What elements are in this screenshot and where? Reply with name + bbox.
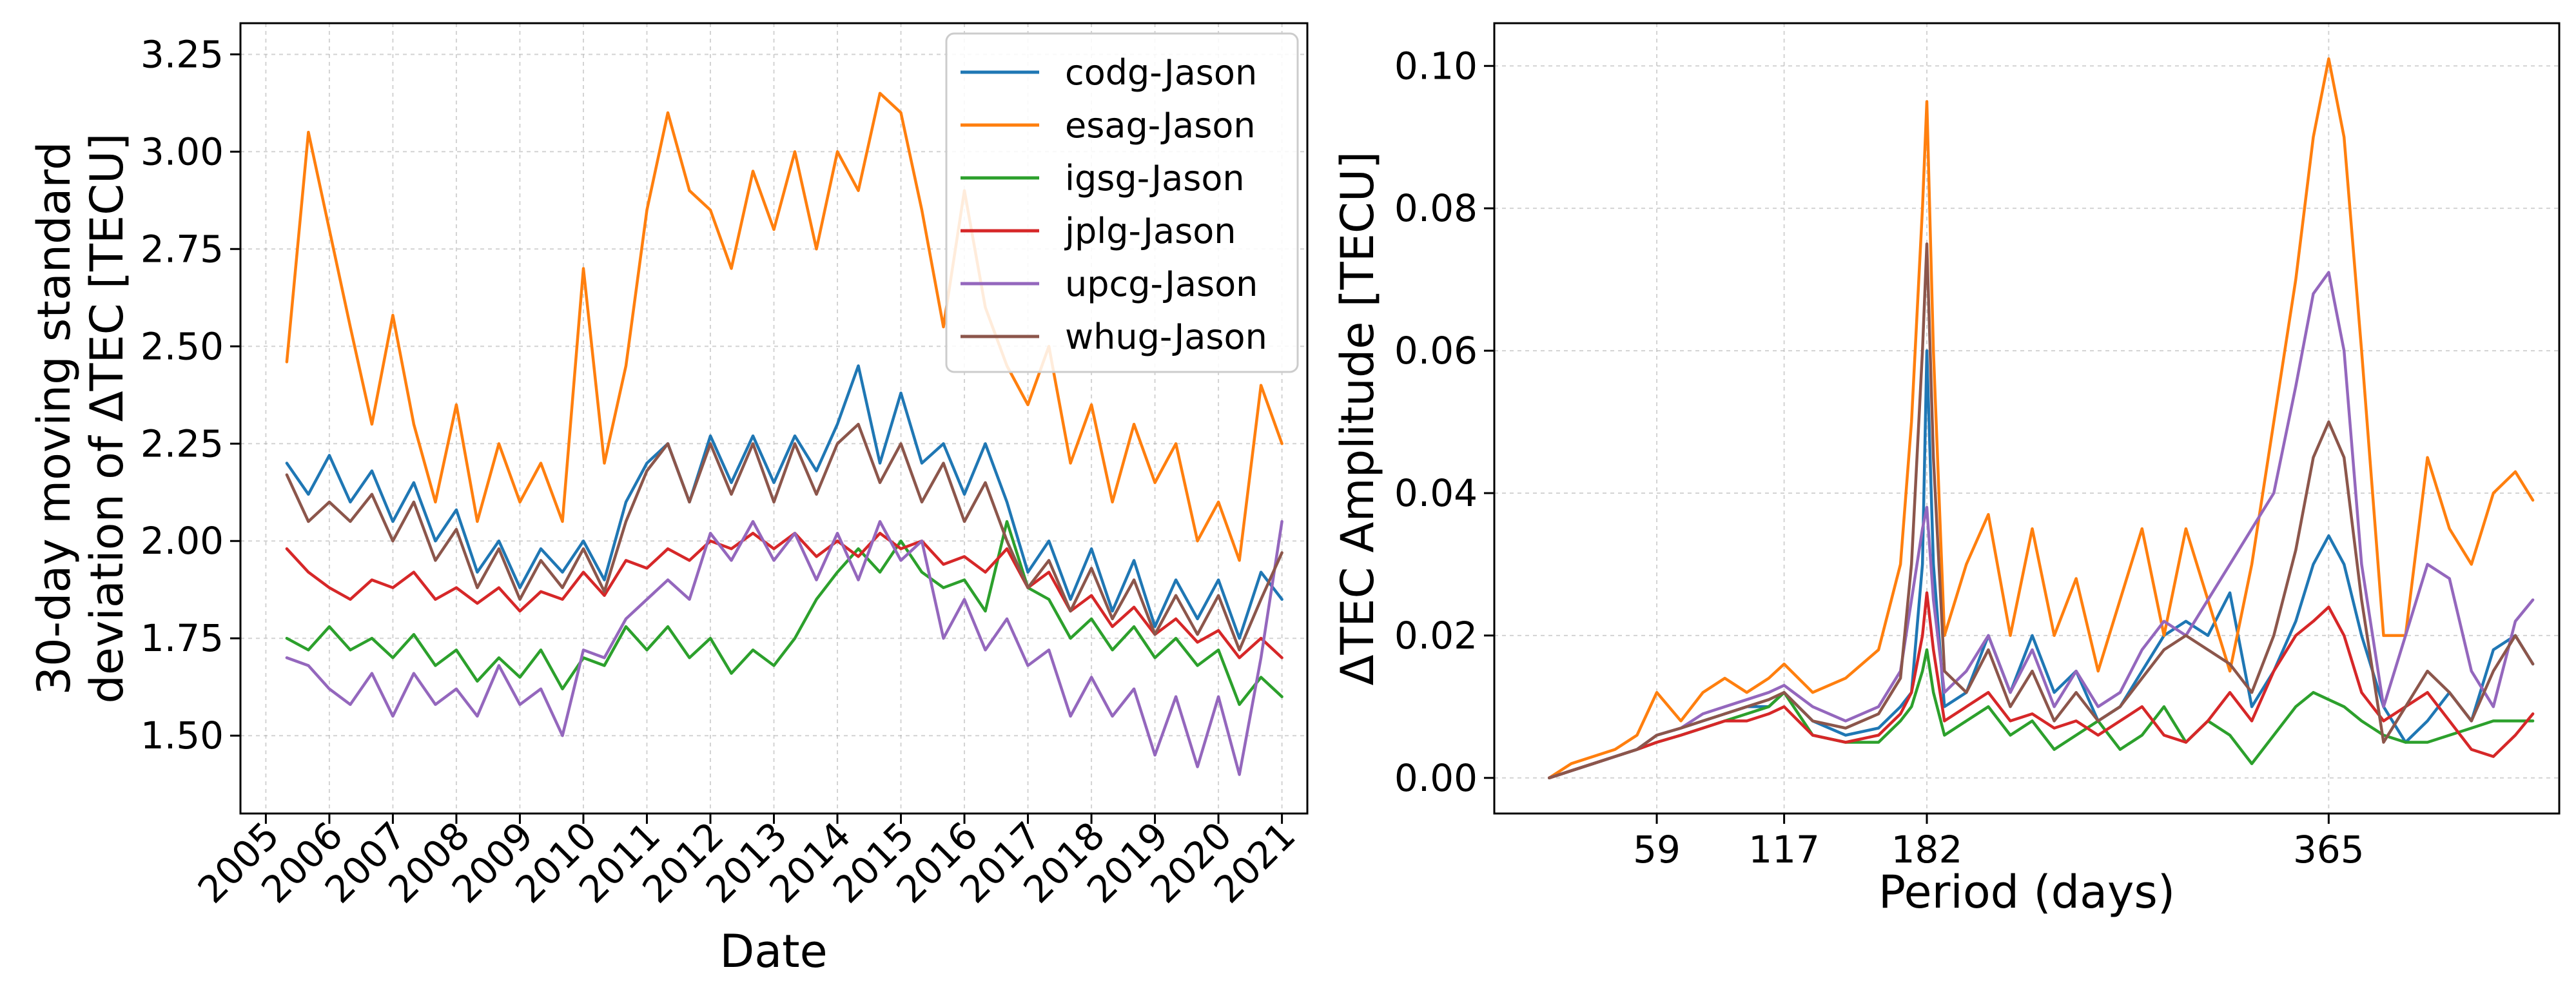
- timeseries-series-jplg: [285, 531, 1283, 659]
- legend-label-igsg: igsg-Jason: [1065, 158, 1245, 199]
- amplitude-panel: 59 117 182 365 0.00 0.02 0.04 0.06 0.08 0.10 Per…: [1331, 22, 2561, 919]
- timeseries-y-tick-label: 2.25: [141, 422, 224, 465]
- amplitude-y-tick-label: 0.08: [1394, 186, 1478, 230]
- timeseries-y-tick-label: 2.50: [141, 324, 224, 368]
- amplitude-x-tick-label: 117: [1748, 828, 1820, 872]
- amplitude-x-tick-label: 182: [1891, 828, 1963, 872]
- amplitude-x-ticks: 59 117 182 365: [1633, 814, 2365, 872]
- timeseries-series-igsg: [285, 520, 1283, 707]
- amplitude-y-tick-label: 0.02: [1394, 614, 1478, 658]
- timeseries-x-axis-label: Date: [719, 925, 827, 978]
- amplitude-x-axis-label: Period (days): [1878, 866, 2175, 919]
- timeseries-y-tick-label: 1.75: [141, 616, 224, 660]
- amplitude-y-tick-label: 0.06: [1394, 329, 1478, 373]
- timeseries-y-tick-label: 3.25: [141, 32, 224, 76]
- legend-label-jplg: jplg-Jason: [1064, 211, 1236, 251]
- timeseries-series-codg: [285, 364, 1283, 640]
- timeseries-y-axis-label-line1: 30-day moving standard: [28, 142, 81, 696]
- legend-box: [945, 32, 1299, 373]
- legend-label-upcg: upcg-Jason: [1065, 264, 1258, 304]
- legend: codg-Jason esag-Jason igsg-Jason jplg-Jason…: [945, 32, 1299, 373]
- legend-label-codg: codg-Jason: [1065, 52, 1257, 93]
- amplitude-y-axis-label: ΔTEC Amplitude [TECU]: [1331, 151, 1384, 686]
- amplitude-series-esag: [1547, 57, 2535, 780]
- timeseries-y-tick-label: 2.00: [141, 519, 224, 563]
- amplitude-series: [1547, 57, 2535, 780]
- amplitude-gridlines: [1494, 23, 2559, 814]
- timeseries-x-ticks: 2005200620072008200920102011201220132014…: [190, 814, 1304, 911]
- timeseries-series-esag: [285, 92, 1283, 562]
- timeseries-y-tick-label: 2.75: [141, 227, 224, 271]
- amplitude-y-tick-label: 0.04: [1394, 471, 1478, 515]
- timeseries-series: [285, 92, 1283, 776]
- timeseries-y-axis-label-line2: deviation of ΔTEC [TECU]: [81, 133, 133, 703]
- timeseries-panel: 2005200620072008200920102011201220132014…: [28, 22, 1309, 978]
- timeseries-y-tick-label: 3.00: [141, 130, 224, 173]
- timeseries-y-tick-label: 1.50: [141, 714, 224, 757]
- amplitude-y-tick-label: 0.10: [1394, 44, 1478, 88]
- timeseries-series-upcg: [285, 520, 1283, 776]
- amplitude-series-jplg: [1547, 591, 2535, 780]
- legend-label-esag: esag-Jason: [1065, 105, 1256, 146]
- amplitude-series-whug: [1547, 242, 2535, 780]
- amplitude-y-tick-label: 0.00: [1394, 756, 1478, 800]
- amplitude-axes-frame: [1493, 22, 2561, 815]
- amplitude-series-upcg: [1547, 271, 2535, 780]
- legend-label-whug: whug-Jason: [1065, 317, 1267, 357]
- timeseries-y-ticks: 1.50 1.75 2.00 2.25 2.50 2.75 3.00 3.25: [141, 32, 240, 757]
- amplitude-y-ticks: 0.00 0.02 0.04 0.06 0.08 0.10: [1394, 44, 1494, 800]
- amplitude-x-tick-label: 59: [1633, 828, 1681, 872]
- amplitude-x-tick-label: 365: [2293, 828, 2365, 872]
- timeseries-series-whug: [285, 422, 1283, 652]
